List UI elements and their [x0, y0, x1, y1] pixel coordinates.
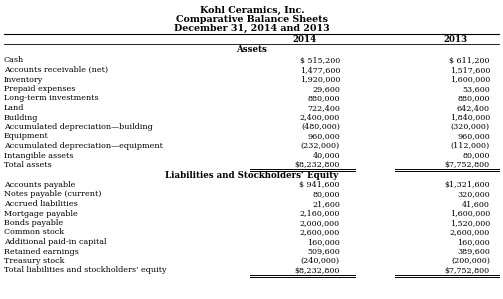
Text: Treasury stock: Treasury stock — [4, 257, 64, 265]
Text: 80,000: 80,000 — [312, 190, 340, 199]
Text: $1,321,600: $1,321,600 — [444, 181, 490, 189]
Text: 2,160,000: 2,160,000 — [300, 210, 340, 217]
Text: $7,752,800: $7,752,800 — [445, 266, 490, 274]
Text: 1,600,000: 1,600,000 — [450, 210, 490, 217]
Text: Common stock: Common stock — [4, 228, 64, 237]
Text: 2,400,000: 2,400,000 — [300, 114, 340, 121]
Text: 880,000: 880,000 — [307, 94, 340, 103]
Text: 80,000: 80,000 — [462, 152, 490, 159]
Text: (232,000): (232,000) — [301, 142, 340, 150]
Text: 389,600: 389,600 — [457, 248, 490, 256]
Text: 722,400: 722,400 — [307, 104, 340, 112]
Text: 21,600: 21,600 — [312, 200, 340, 208]
Text: Accounts payable: Accounts payable — [4, 181, 75, 189]
Text: $ 515,200: $ 515,200 — [300, 57, 340, 65]
Text: $8,232,800: $8,232,800 — [295, 266, 340, 274]
Text: Land: Land — [4, 104, 24, 112]
Text: 2013: 2013 — [443, 35, 467, 44]
Text: 1,517,600: 1,517,600 — [450, 66, 490, 74]
Text: Inventory: Inventory — [4, 76, 43, 83]
Text: 2,600,000: 2,600,000 — [450, 228, 490, 237]
Text: Total liabilities and stockholders’ equity: Total liabilities and stockholders’ equi… — [4, 266, 166, 274]
Text: Total assets: Total assets — [4, 161, 52, 169]
Text: (112,000): (112,000) — [451, 142, 490, 150]
Text: (480,000): (480,000) — [301, 123, 340, 131]
Text: Bonds payable: Bonds payable — [4, 219, 63, 227]
Text: 2,000,000: 2,000,000 — [300, 219, 340, 227]
Text: $ 611,200: $ 611,200 — [450, 57, 490, 65]
Text: Prepaid expenses: Prepaid expenses — [4, 85, 75, 93]
Text: 29,600: 29,600 — [312, 85, 340, 93]
Text: December 31, 2014 and 2013: December 31, 2014 and 2013 — [174, 24, 330, 33]
Text: $8,232,800: $8,232,800 — [295, 161, 340, 169]
Text: 1,520,000: 1,520,000 — [450, 219, 490, 227]
Text: 960,000: 960,000 — [457, 132, 490, 141]
Text: 41,600: 41,600 — [462, 200, 490, 208]
Text: (320,000): (320,000) — [451, 123, 490, 131]
Text: Accounts receivable (net): Accounts receivable (net) — [4, 66, 108, 74]
Text: 320,000: 320,000 — [457, 190, 490, 199]
Text: Kohl Ceramics, Inc.: Kohl Ceramics, Inc. — [200, 6, 304, 15]
Text: Comparative Balance Sheets: Comparative Balance Sheets — [176, 15, 328, 24]
Text: 509,600: 509,600 — [307, 248, 340, 256]
Text: 1,600,000: 1,600,000 — [450, 76, 490, 83]
Text: 40,000: 40,000 — [312, 152, 340, 159]
Text: Equipment: Equipment — [4, 132, 49, 141]
Text: 1,477,600: 1,477,600 — [300, 66, 340, 74]
Text: $7,752,800: $7,752,800 — [445, 161, 490, 169]
Text: (240,000): (240,000) — [301, 257, 340, 265]
Text: 960,000: 960,000 — [307, 132, 340, 141]
Text: Accumulated depreciation—equipment: Accumulated depreciation—equipment — [4, 142, 163, 150]
Text: Retained earnings: Retained earnings — [4, 248, 79, 256]
Text: Liabilities and Stockholders’ Equity: Liabilities and Stockholders’ Equity — [165, 172, 339, 181]
Text: Intangible assets: Intangible assets — [4, 152, 73, 159]
Text: Cash: Cash — [4, 57, 24, 65]
Text: Mortgage payable: Mortgage payable — [4, 210, 78, 217]
Text: Building: Building — [4, 114, 38, 121]
Text: 53,600: 53,600 — [462, 85, 490, 93]
Text: 1,920,000: 1,920,000 — [300, 76, 340, 83]
Text: 1,840,000: 1,840,000 — [450, 114, 490, 121]
Text: Notes payable (current): Notes payable (current) — [4, 190, 102, 199]
Text: 2014: 2014 — [293, 35, 317, 44]
Text: 160,000: 160,000 — [307, 238, 340, 246]
Text: 642,400: 642,400 — [457, 104, 490, 112]
Text: Assets: Assets — [236, 45, 268, 54]
Text: 880,000: 880,000 — [458, 94, 490, 103]
Text: 160,000: 160,000 — [457, 238, 490, 246]
Text: (200,000): (200,000) — [451, 257, 490, 265]
Text: $ 941,600: $ 941,600 — [299, 181, 340, 189]
Text: Long-term investments: Long-term investments — [4, 94, 99, 103]
Text: Additional paid-in capital: Additional paid-in capital — [4, 238, 107, 246]
Text: Accrued liabilities: Accrued liabilities — [4, 200, 78, 208]
Text: 2,600,000: 2,600,000 — [300, 228, 340, 237]
Text: Accumulated depreciation—building: Accumulated depreciation—building — [4, 123, 153, 131]
